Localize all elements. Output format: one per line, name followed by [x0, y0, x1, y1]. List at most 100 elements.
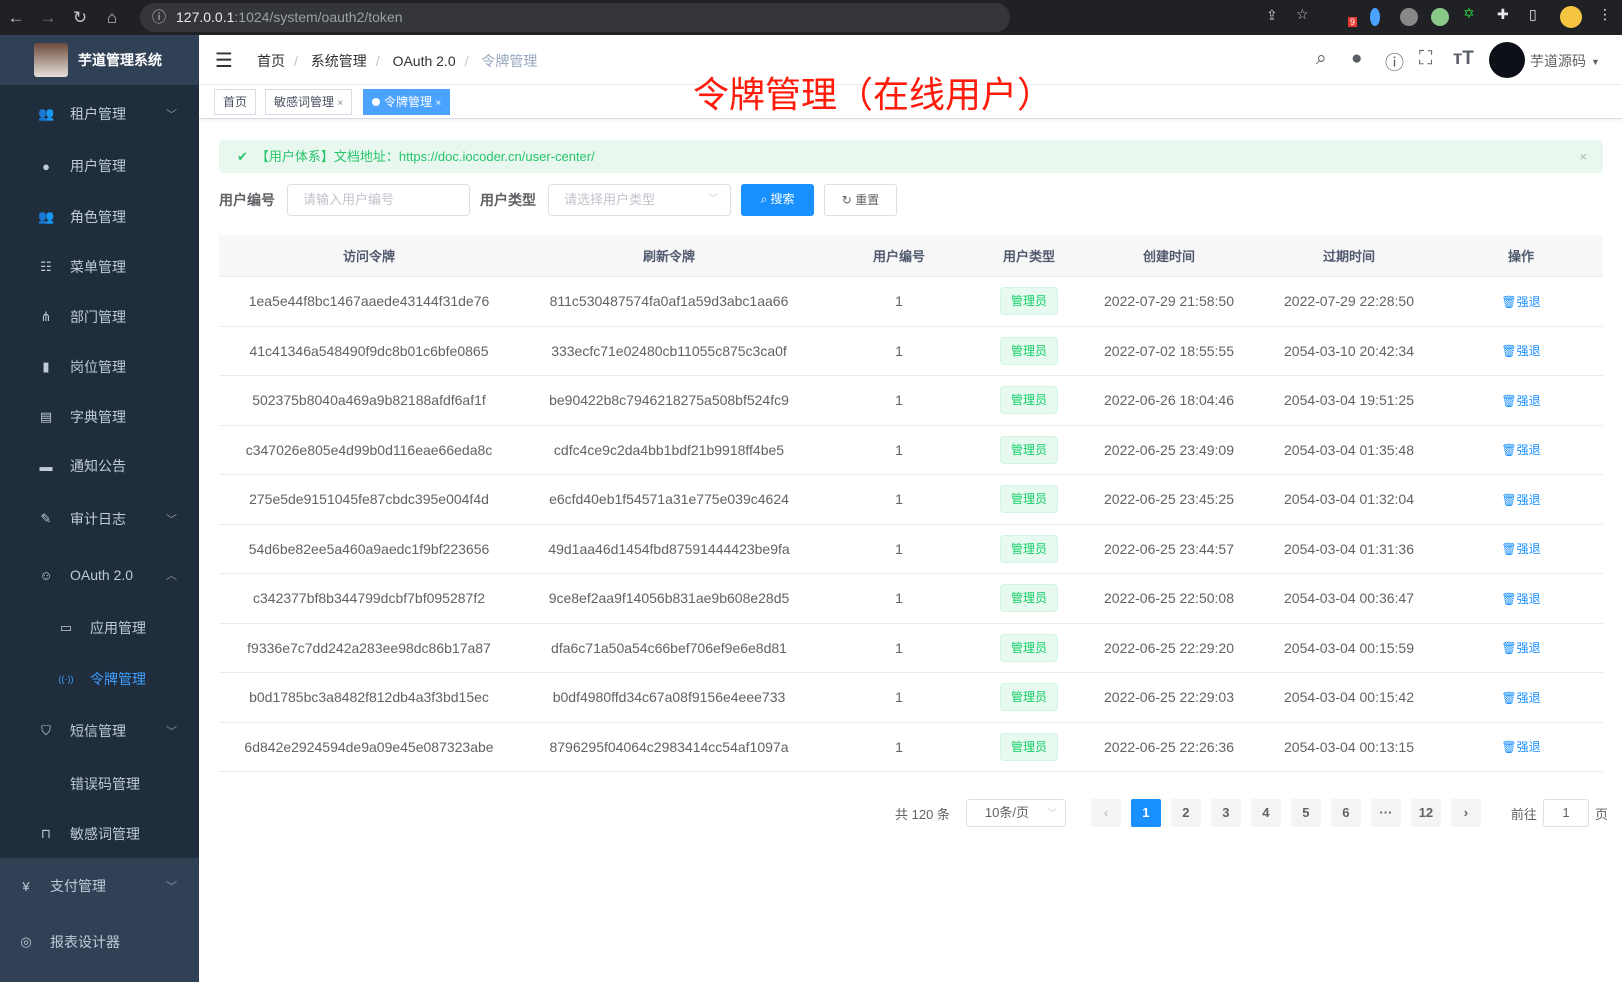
- profile-avatar[interactable]: [1560, 6, 1582, 28]
- sidebar-item[interactable]: ⊓ 敏感词管理: [0, 809, 199, 859]
- page-button[interactable]: 2: [1170, 799, 1201, 827]
- hamburger-icon[interactable]: ☰: [215, 50, 233, 72]
- info-icon: ⓘ: [152, 9, 166, 25]
- sidebar-item[interactable]: ⛉ 短信管理 ﹀: [0, 706, 199, 756]
- sidebar-item[interactable]: ✎ 审计日志 ﹀: [0, 494, 199, 544]
- close-icon[interactable]: ×: [337, 98, 344, 109]
- forward-icon[interactable]: →: [39, 7, 57, 27]
- table-cell: 275e5de9151045fe87cbdc395e004f4d: [249, 491, 489, 508]
- tag-sensitive-word[interactable]: 敏感词管理 ×: [265, 89, 353, 115]
- page-button[interactable]: 12: [1410, 799, 1441, 827]
- extension-icon[interactable]: [1431, 8, 1449, 26]
- breadcrumb-item[interactable]: OAuth 2.0: [392, 53, 456, 69]
- next-page-button[interactable]: ›: [1450, 799, 1481, 827]
- table-cell: 502375b8040a469a9b82188afdf6af1f: [252, 392, 486, 409]
- goto-label: 前往: [1510, 806, 1537, 822]
- sidebar-item[interactable]: ● 用户管理: [0, 141, 199, 191]
- page-button[interactable]: 1: [1130, 799, 1161, 827]
- sidebar-item[interactable]: ▤ 字典管理: [0, 392, 199, 442]
- sidebar-item[interactable]: ◎ 报表设计器: [0, 917, 199, 967]
- reload-icon[interactable]: ↻: [72, 7, 88, 27]
- force-logout-button[interactable]: 🗑强退: [1501, 542, 1541, 557]
- sidebar-item-label: 错误码管理: [70, 776, 140, 792]
- prev-page-button[interactable]: ‹: [1090, 799, 1121, 827]
- table-cell: c347026e805e4d99b0d116eae66eda8c: [245, 441, 493, 458]
- page-button[interactable]: 3: [1210, 799, 1241, 827]
- home-icon[interactable]: ⌂: [106, 7, 118, 27]
- sidebar-item[interactable]: ☺ OAuth 2.0 ︿: [0, 550, 199, 600]
- avatar[interactable]: [1489, 42, 1525, 78]
- logo[interactable]: 芋道管理系统: [0, 35, 199, 85]
- fullscreen-icon[interactable]: ⛶: [1419, 48, 1433, 69]
- page-size-select[interactable]: 10条/页 ﹀: [965, 799, 1066, 827]
- table-cell: 2054-03-04 01:35:48: [1284, 441, 1414, 458]
- force-logout-button[interactable]: 🗑强退: [1501, 690, 1541, 705]
- delete-icon: 🗑: [1501, 641, 1517, 656]
- sidebar-item[interactable]: ▮ 岗位管理: [0, 342, 199, 392]
- extension-icon[interactable]: [1370, 8, 1380, 26]
- table-cell: 1: [895, 540, 903, 557]
- user-type-cell: 管理员: [979, 336, 1079, 365]
- force-logout-button[interactable]: 🗑强退: [1501, 591, 1541, 606]
- caret-down-icon[interactable]: ▼: [1591, 57, 1600, 67]
- page-button[interactable]: 6: [1330, 799, 1361, 827]
- search-button[interactable]: ⌕ 搜索: [741, 184, 814, 216]
- page-button[interactable]: 5: [1290, 799, 1321, 827]
- force-logout-button[interactable]: 🗑强退: [1501, 740, 1541, 755]
- force-logout-button[interactable]: 🗑强退: [1501, 393, 1541, 408]
- token-icon: ((·)): [58, 674, 74, 684]
- user-type-select[interactable]: 请选择用户类型 ﹀: [548, 184, 731, 216]
- address-bar[interactable]: ⓘ 127.0.0.1:1024/system/oauth2/token: [140, 3, 1010, 32]
- close-icon[interactable]: ×: [1579, 149, 1587, 164]
- extension-icon[interactable]: ✡: [1463, 5, 1475, 21]
- chevron-icon: ﹀: [166, 514, 177, 526]
- reset-button[interactable]: ↻ 重置: [824, 184, 897, 216]
- search-icon[interactable]: ⌕: [1316, 48, 1327, 69]
- sidebar-item-label: 支付管理: [50, 878, 106, 894]
- github-icon[interactable]: ●: [1351, 48, 1363, 69]
- font-size-icon[interactable]: тT: [1453, 48, 1474, 69]
- breadcrumb-item[interactable]: 系统管理: [310, 53, 367, 69]
- sidebar-item-label: 敏感词管理: [70, 826, 140, 842]
- page-button[interactable]: 4: [1250, 799, 1281, 827]
- table-cell: c342377bf8b344799dcbf7bf095287f2: [253, 590, 485, 607]
- sidebar-item[interactable]: ▭ 应用管理: [0, 603, 199, 653]
- tag-token[interactable]: 令牌管理 ×: [363, 89, 451, 115]
- sidepanel-icon[interactable]: ▯: [1529, 6, 1537, 22]
- sidebar-item[interactable]: 👥 角色管理: [0, 192, 199, 242]
- tag-home[interactable]: 首页: [214, 89, 257, 115]
- force-logout-button[interactable]: 🗑强退: [1501, 294, 1541, 309]
- page-button[interactable]: ···: [1370, 799, 1401, 827]
- column-header: 操作: [1507, 249, 1534, 264]
- table-cell: b0df4980ffd34c67a08f9156e4eee733: [552, 689, 786, 706]
- sidebar-item-label: 短信管理: [70, 723, 126, 739]
- kebab-icon[interactable]: ⋮: [1598, 6, 1612, 22]
- breadcrumb-item[interactable]: 首页: [257, 53, 285, 69]
- book-icon: ⊓: [40, 826, 52, 841]
- force-logout-button[interactable]: 🗑强退: [1501, 492, 1541, 507]
- close-icon[interactable]: ×: [435, 98, 442, 109]
- sidebar-item[interactable]: ☷ 菜单管理: [0, 242, 199, 292]
- sidebar-item[interactable]: ⋔ 部门管理: [0, 292, 199, 342]
- share-icon[interactable]: ⇪: [1266, 7, 1278, 23]
- help-icon[interactable]: ⓘ: [1385, 53, 1405, 74]
- goto-page-input[interactable]: 1: [1542, 799, 1589, 827]
- extension-icon[interactable]: [1400, 8, 1418, 26]
- table-cell: 9ce8ef2aa9f14056b831ae9b608e28d5: [548, 590, 790, 607]
- force-logout-button[interactable]: 🗑强退: [1501, 443, 1541, 458]
- sidebar-item[interactable]: 👥 租户管理 ﹀: [0, 89, 199, 139]
- sidebar-item[interactable]: ((·)) 令牌管理: [0, 654, 199, 704]
- puzzle-icon[interactable]: ✚: [1497, 6, 1509, 22]
- table-cell: be90422b8c7946218275a508bf524fc9: [549, 392, 789, 409]
- doc-link[interactable]: 【用户体系】文档地址：https://doc.iocoder.cn/user-c…: [255, 149, 595, 164]
- sidebar-item[interactable]: ¥ 支付管理 ﹀: [0, 861, 199, 911]
- star-icon[interactable]: ☆: [1296, 6, 1309, 22]
- username[interactable]: 芋道源码: [1530, 53, 1586, 69]
- sidebar-item[interactable]: 错误码管理: [0, 759, 199, 809]
- sidebar-item[interactable]: ▬ 通知公告: [0, 441, 199, 491]
- force-logout-button[interactable]: 🗑强退: [1501, 344, 1541, 359]
- back-icon[interactable]: ←: [7, 7, 25, 27]
- user-id-input[interactable]: 请输入用户编号: [287, 184, 470, 216]
- force-logout-button[interactable]: 🗑强退: [1501, 641, 1541, 656]
- table-cell: 49d1aa46d1454fbd87591444423be9fa: [548, 540, 790, 557]
